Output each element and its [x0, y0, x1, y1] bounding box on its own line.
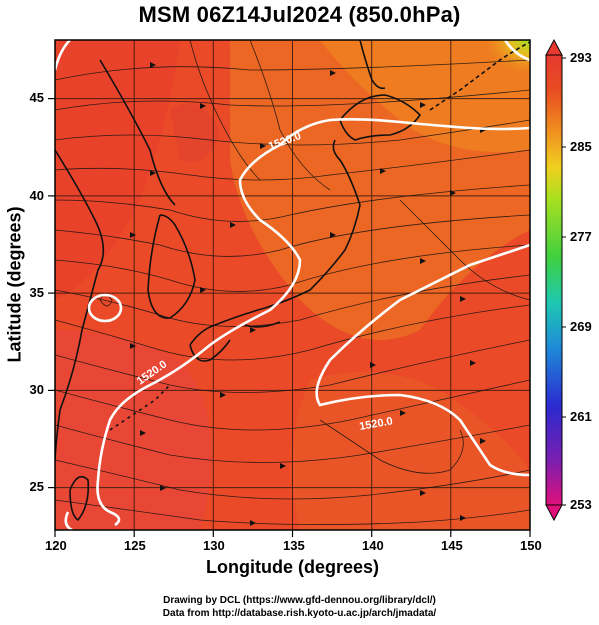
x-tick-label: 145: [441, 538, 463, 553]
x-tick-label: 135: [283, 538, 305, 553]
colorbar-label: 293: [570, 50, 592, 65]
y-tick-label: 45: [29, 90, 44, 105]
svg-text:1520.0: 1520.0: [358, 415, 393, 433]
colorbar-label: 285: [570, 139, 592, 154]
colorbar-label: 253: [570, 497, 592, 512]
y-axis-label: Latitude (degrees): [4, 206, 25, 363]
x-tick-label: 130: [203, 538, 225, 553]
height-contours: [55, 40, 530, 530]
x-tick-label: 150: [520, 538, 542, 553]
x-tick-label: 125: [124, 538, 146, 553]
x-axis-label: Longitude (degrees): [205, 557, 379, 577]
credit-data: Data from http://database.rish.kyoto-u.a…: [162, 608, 437, 619]
chart-title: MSM 06Z14Jul2024 (850.0hPa): [138, 2, 461, 27]
y-tick-label: 40: [29, 188, 44, 203]
y-tick-label: 30: [29, 382, 44, 397]
x-tick-label: 120: [45, 538, 67, 553]
colorbar-label: 277: [570, 229, 592, 244]
wind-streamlines: [55, 40, 530, 525]
map-area: 1520.0 1520.0 1520.0: [55, 40, 530, 530]
x-tick-label: 140: [362, 538, 384, 553]
colorbar: [545, 38, 566, 522]
axis-ticks: [48, 97, 531, 537]
stream-arrows: [130, 62, 486, 526]
colorbar-label: 261: [570, 409, 592, 424]
colorbar-label: 269: [570, 319, 592, 334]
credit-drawing: Drawing by DCL (https://www.gfd-dennou.o…: [163, 595, 436, 606]
y-tick-label: 35: [29, 285, 44, 300]
y-tick-label: 25: [29, 479, 44, 494]
